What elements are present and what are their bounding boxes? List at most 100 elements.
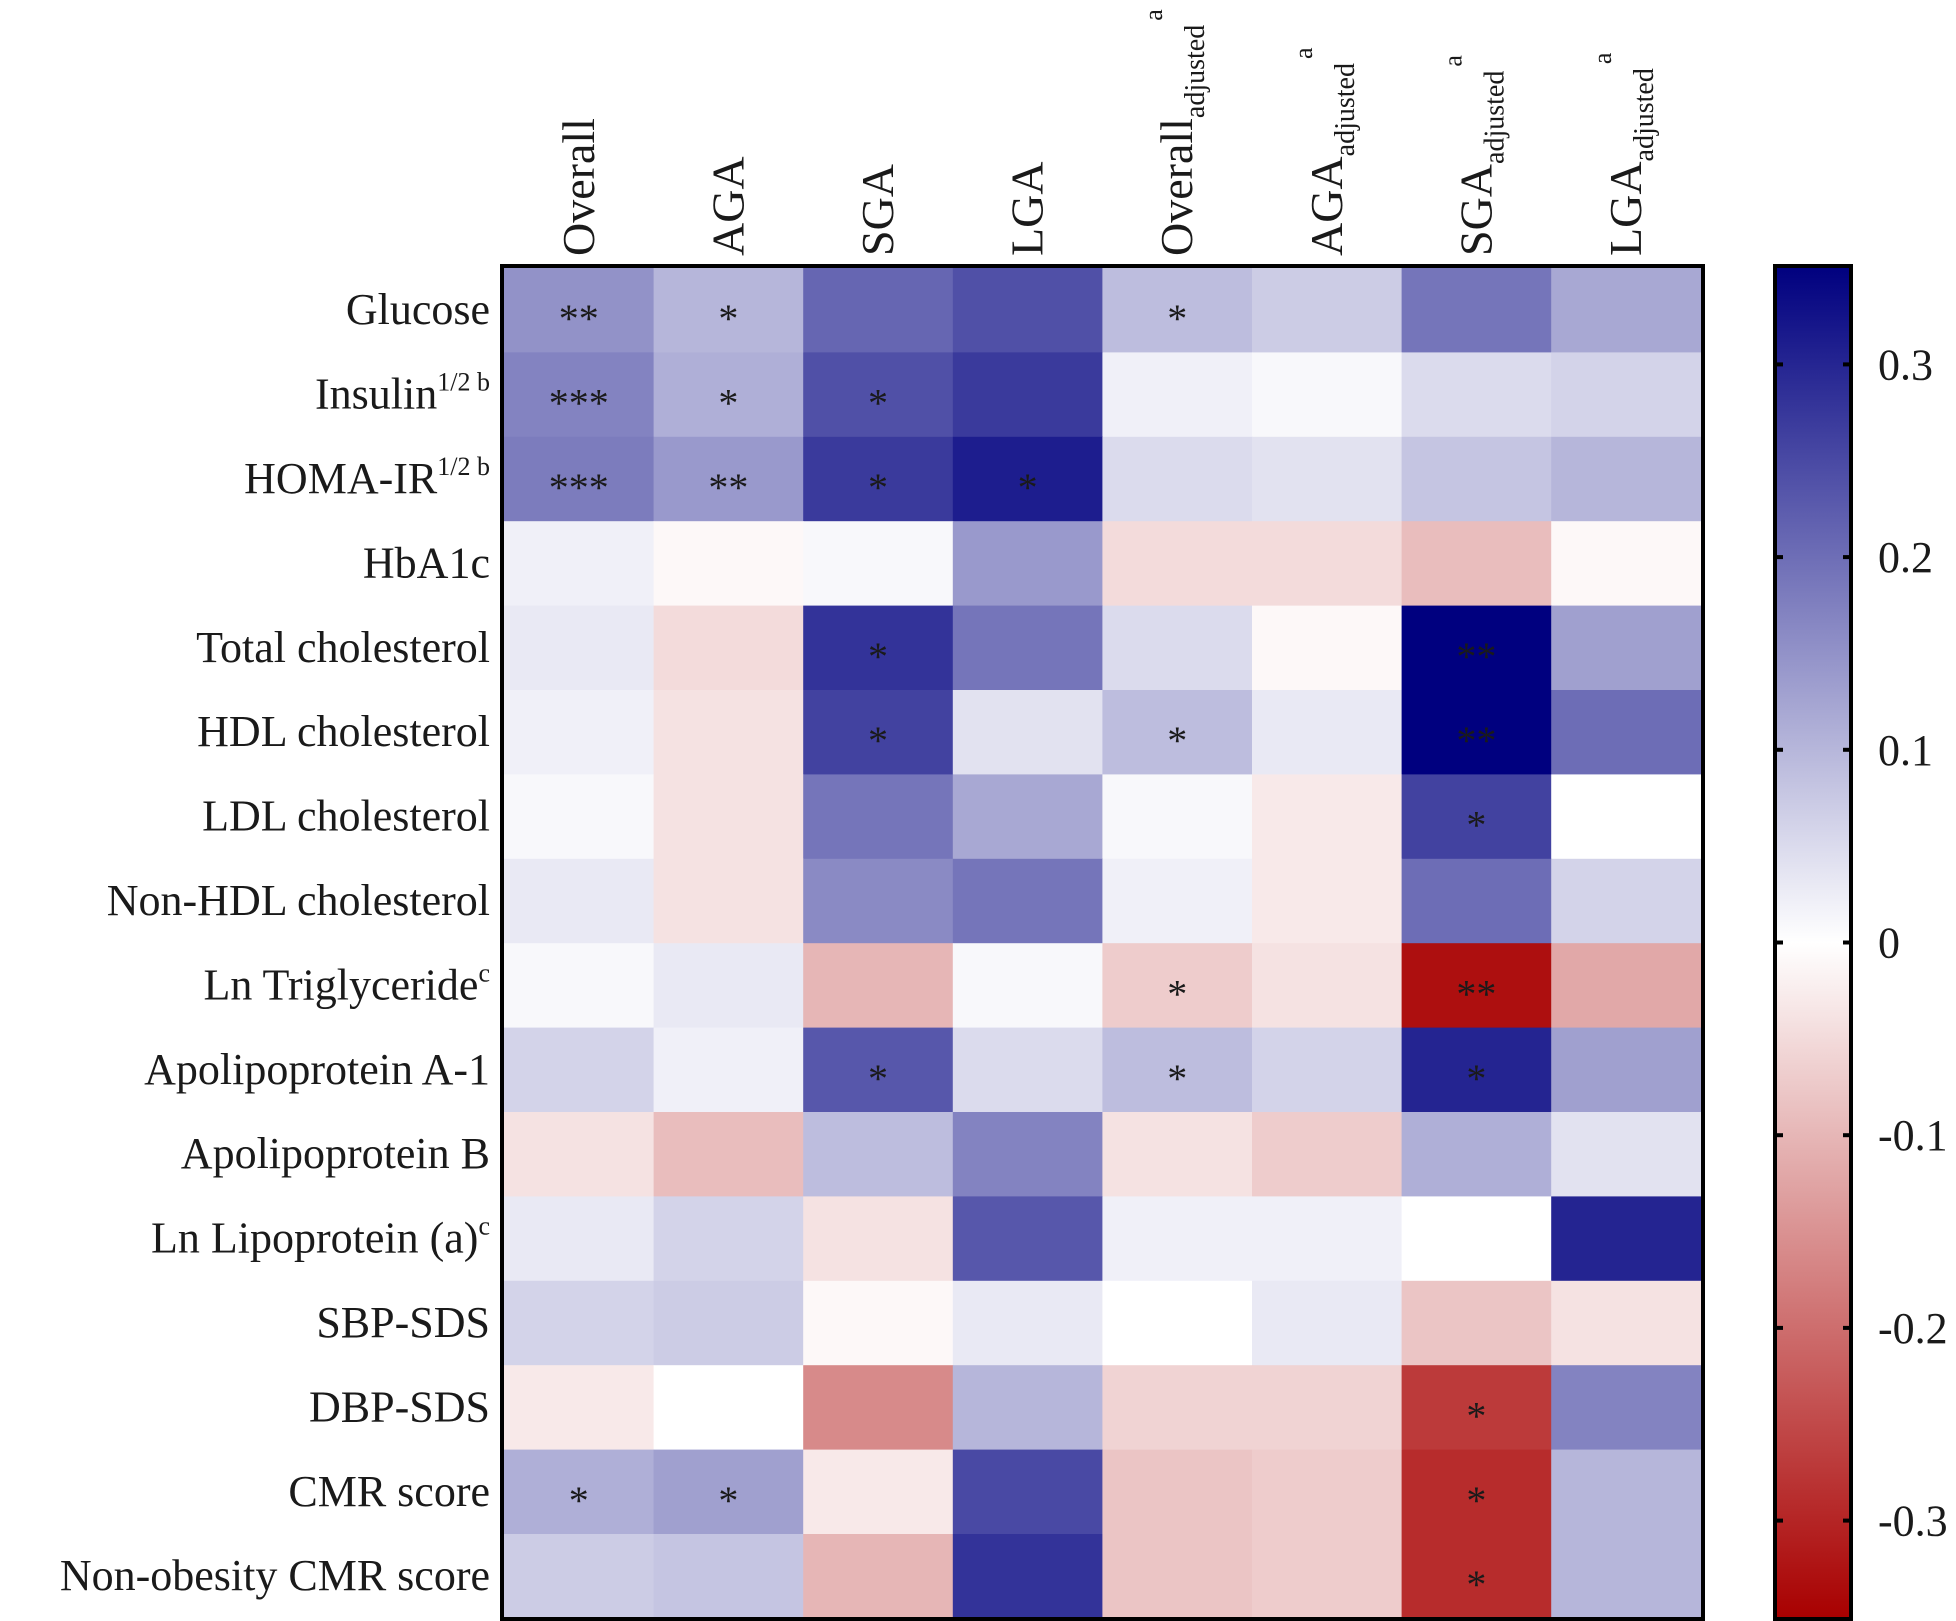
column-label: LGA (1002, 161, 1053, 256)
heatmap-cell (653, 1449, 804, 1535)
heatmap-cell (1401, 521, 1552, 607)
column-label: AGA (702, 156, 753, 256)
colorbar-tick-label: 0.1 (1878, 726, 1933, 775)
heatmap-cell (1401, 268, 1552, 353)
heatmap-cell (504, 1534, 655, 1619)
heatmap-cell (803, 690, 954, 775)
heatmap-cell (803, 1449, 954, 1535)
heatmap-cell (504, 1365, 655, 1451)
heatmap-cell (1401, 605, 1552, 691)
row-label-text: DBP-SDS (309, 1382, 490, 1431)
heatmap-cell (504, 1196, 655, 1282)
heatmap-cell (504, 1449, 655, 1535)
heatmap-cell (1401, 1280, 1552, 1366)
heatmap-cell (653, 1280, 804, 1366)
heatmap-cell (653, 1365, 804, 1451)
heatmap-cell (1102, 1280, 1253, 1366)
significance-marker: * (1167, 1056, 1187, 1101)
column-label-subscript: adjusted (1180, 25, 1211, 118)
significance-marker: * (868, 465, 888, 510)
heatmap-cell (1551, 352, 1702, 438)
heatmap-cell (1401, 690, 1552, 775)
colorbar-ticks: 0.3 0.2 0.1 0 -0.1 -0.2 -0.3 (1775, 340, 1948, 1546)
heatmap-cell (1551, 1449, 1702, 1535)
significance-marker: * (1466, 1478, 1486, 1523)
row-label-text: SBP-SDS (316, 1298, 490, 1347)
heatmap-cell (504, 605, 655, 691)
significance-marker: *** (549, 381, 609, 426)
column-label-text: AGA (1301, 156, 1352, 256)
significance-marker: * (868, 718, 888, 763)
significance-marker: * (1466, 1056, 1486, 1101)
heatmap-cell (1102, 858, 1253, 944)
column-label: SGAadjusted a (1438, 55, 1510, 256)
colorbar-tick-label: 0.3 (1878, 340, 1933, 389)
heatmap-cell (504, 521, 655, 607)
heatmap-cell (1252, 1112, 1403, 1197)
column-label-text: SGA (852, 164, 903, 256)
significance-marker: * (1167, 971, 1187, 1016)
significance-marker: * (868, 1056, 888, 1101)
heatmap-cell (1401, 774, 1552, 860)
row-label-text: HbA1c (363, 538, 490, 587)
heatmap-cell (1252, 690, 1403, 775)
row-label: Apolipoprotein A-1 (144, 1045, 490, 1094)
heatmap-cell (952, 943, 1103, 1029)
column-label: Overall (553, 118, 604, 256)
colorbar-tick-label: -0.1 (1878, 1111, 1948, 1160)
heatmap-cell (1252, 436, 1403, 522)
row-label-superscript: 1/2 b (437, 368, 490, 397)
row-label: SBP-SDS (316, 1298, 490, 1347)
heatmap-cell (504, 1027, 655, 1113)
row-label-superscript: 1/2 b (437, 452, 490, 481)
heatmap-cell (803, 1196, 954, 1282)
heatmap-cell (1102, 605, 1253, 691)
heatmap-cell (1551, 858, 1702, 944)
heatmap-cell (1102, 1449, 1253, 1535)
significance-annotations: ** * **** * **** ** * ** *** * **** *** * *** * ** (549, 296, 1497, 1607)
heatmap-cell (1401, 1196, 1552, 1282)
heatmap-cell (504, 943, 655, 1029)
heatmap-cells (504, 268, 1702, 1619)
heatmap-frame (500, 264, 1705, 1621)
significance-marker: ** (1456, 971, 1496, 1016)
heatmap-cell (504, 268, 655, 353)
heatmap-cell (504, 1280, 655, 1366)
heatmap-cell (1102, 943, 1253, 1029)
heatmap-cell (653, 858, 804, 944)
significance-marker: ** (708, 465, 748, 510)
heatmap-cell (1551, 521, 1702, 607)
heatmap-cell (504, 858, 655, 944)
row-label-superscript: c (478, 1212, 490, 1241)
column-label-superscript: a (1588, 52, 1617, 64)
row-label: Insulin1/2 b (315, 368, 490, 419)
heatmap-cell (1401, 352, 1552, 438)
heatmap-cell (1551, 774, 1702, 860)
row-label-text: Non-obesity CMR score (60, 1551, 490, 1600)
row-label: Ln Lipoprotein (a)c (151, 1212, 490, 1263)
heatmap-cell (1102, 1027, 1253, 1113)
heatmap-cell (653, 1112, 804, 1197)
heatmap-cell (952, 1027, 1103, 1113)
significance-marker: * (868, 634, 888, 679)
colorbar-tick-label: 0.2 (1878, 533, 1933, 582)
heatmap-cell (1401, 943, 1552, 1029)
heatmap-cell (653, 605, 804, 691)
heatmap-cell (1102, 521, 1253, 607)
heatmap-cell (803, 268, 954, 353)
heatmap-cell (1551, 436, 1702, 522)
heatmap-cell (1551, 1534, 1702, 1619)
column-label: LGAadjusted a (1588, 52, 1660, 256)
row-label-superscript: c (478, 958, 490, 987)
heatmap-cell (1551, 1280, 1702, 1366)
column-label: Overalladjusted a (1139, 9, 1211, 256)
heatmap-cell (1551, 605, 1702, 691)
row-label: HbA1c (363, 538, 490, 587)
heatmap-cell (504, 1112, 655, 1197)
column-label-superscript: a (1438, 55, 1467, 67)
row-label-text: Ln Triglyceride (203, 960, 478, 1009)
heatmap-cell (1102, 1365, 1253, 1451)
heatmap-cell (952, 1365, 1103, 1451)
